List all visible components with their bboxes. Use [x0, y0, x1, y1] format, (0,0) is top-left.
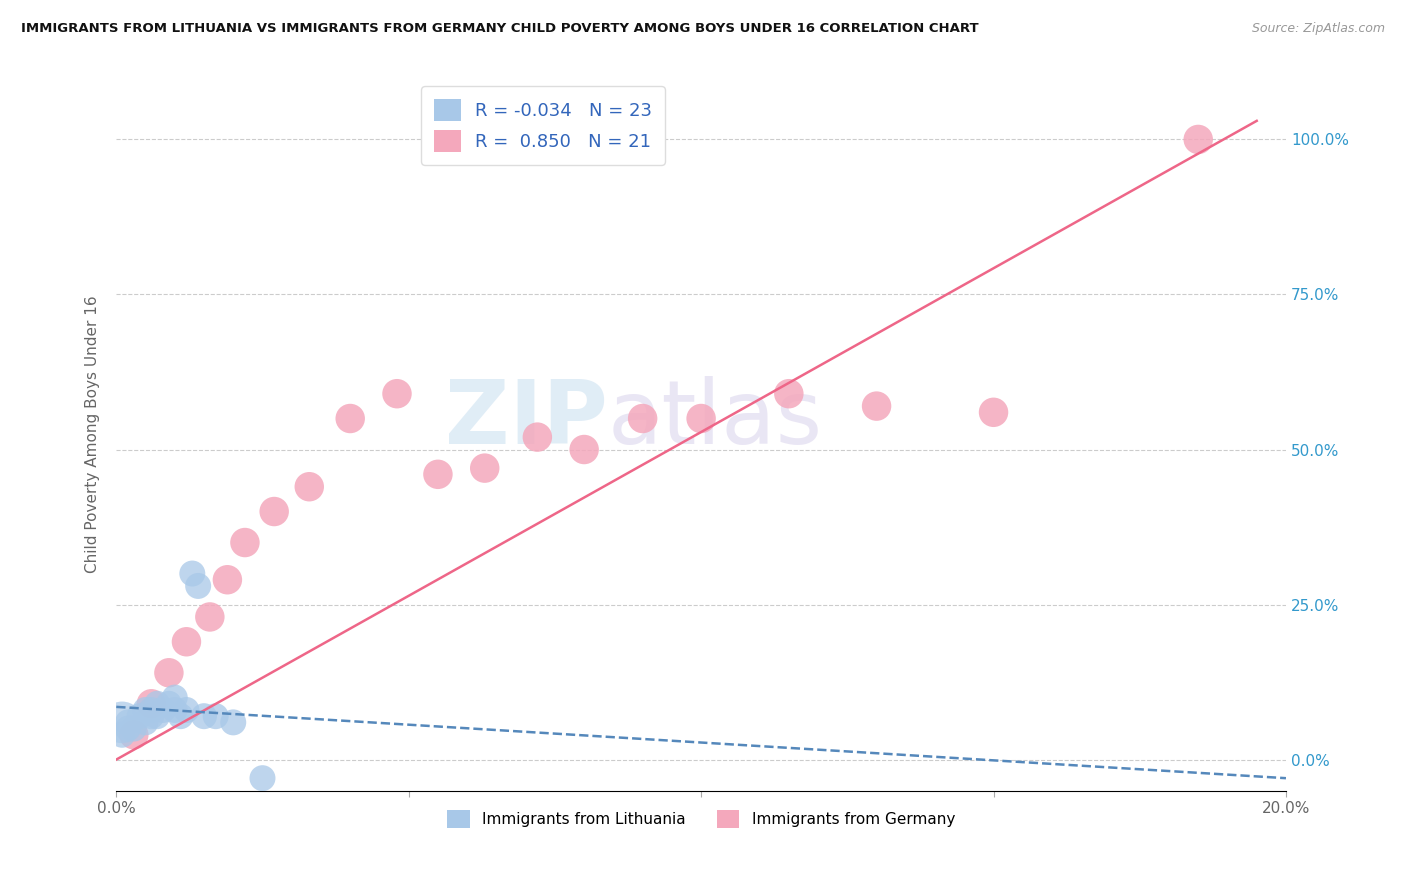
Text: atlas: atlas: [607, 376, 823, 463]
Y-axis label: Child Poverty Among Boys Under 16: Child Poverty Among Boys Under 16: [86, 295, 100, 573]
Text: IMMIGRANTS FROM LITHUANIA VS IMMIGRANTS FROM GERMANY CHILD POVERTY AMONG BOYS UN: IMMIGRANTS FROM LITHUANIA VS IMMIGRANTS …: [21, 22, 979, 36]
Point: [193, 709, 215, 723]
Point: [141, 703, 163, 717]
Point: [217, 573, 239, 587]
Point: [176, 703, 198, 717]
Point: [474, 461, 496, 475]
Point: [1187, 132, 1209, 146]
Point: [122, 722, 145, 736]
Point: [146, 697, 169, 711]
Point: [233, 535, 256, 549]
Point: [111, 728, 134, 742]
Point: [572, 442, 595, 457]
Point: [263, 504, 285, 518]
Point: [128, 709, 150, 723]
Point: [204, 709, 226, 723]
Point: [187, 579, 209, 593]
Point: [152, 703, 174, 717]
Point: [169, 709, 191, 723]
Text: Source: ZipAtlas.com: Source: ZipAtlas.com: [1251, 22, 1385, 36]
Point: [339, 411, 361, 425]
Legend: Immigrants from Lithuania, Immigrants from Germany: Immigrants from Lithuania, Immigrants fr…: [441, 804, 962, 834]
Point: [526, 430, 548, 444]
Point: [157, 665, 180, 680]
Point: [176, 634, 198, 648]
Point: [141, 697, 163, 711]
Point: [298, 480, 321, 494]
Point: [163, 690, 186, 705]
Point: [690, 411, 713, 425]
Point: [426, 467, 449, 482]
Point: [134, 703, 156, 717]
Point: [141, 709, 163, 723]
Point: [865, 399, 887, 413]
Point: [385, 386, 408, 401]
Point: [163, 703, 186, 717]
Point: [117, 722, 139, 736]
Point: [983, 405, 1005, 419]
Point: [222, 715, 245, 730]
Point: [117, 715, 139, 730]
Point: [134, 715, 156, 730]
Point: [631, 411, 654, 425]
Point: [146, 709, 169, 723]
Point: [157, 697, 180, 711]
Point: [198, 610, 221, 624]
Point: [252, 771, 274, 785]
Point: [111, 715, 134, 730]
Point: [181, 566, 204, 581]
Text: ZIP: ZIP: [444, 376, 607, 463]
Point: [778, 386, 800, 401]
Point: [122, 728, 145, 742]
